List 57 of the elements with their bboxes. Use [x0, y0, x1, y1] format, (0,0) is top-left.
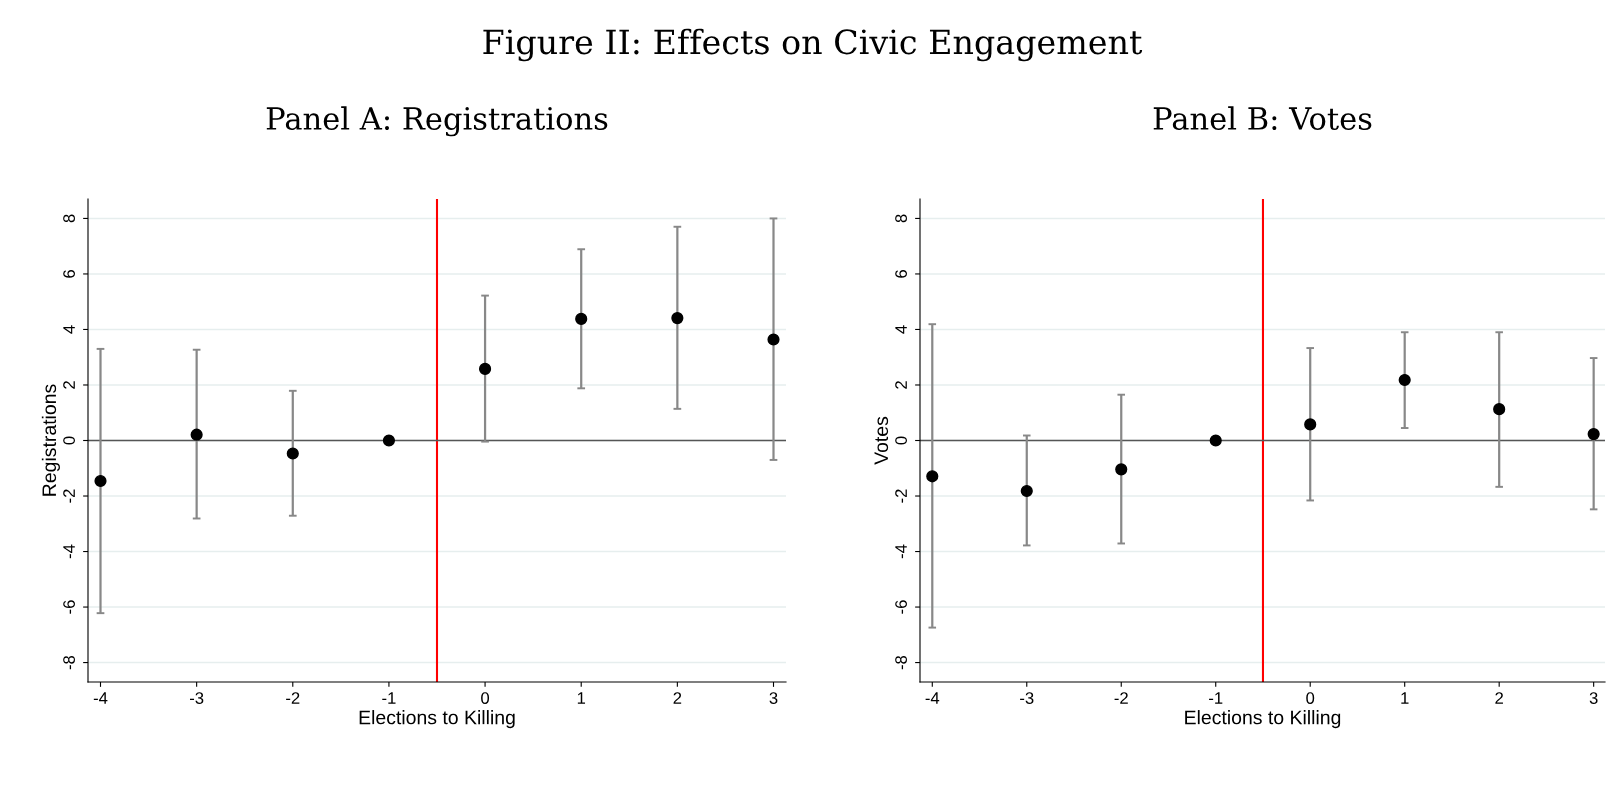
point — [286, 447, 299, 460]
x-tick-label: -4 — [925, 692, 940, 704]
x-tick-label: -3 — [189, 692, 204, 704]
y-tick-label: -6 — [895, 600, 907, 614]
y-axis-title: Votes — [874, 416, 889, 465]
y-tick-label: 4 — [895, 325, 907, 334]
x-tick-label: 2 — [673, 692, 682, 704]
chart-title: Panel A: Registrations — [266, 106, 608, 137]
x-axis-title: Elections to Killing — [359, 710, 515, 729]
point — [190, 428, 203, 441]
x-tick-label: -1 — [1209, 692, 1223, 704]
point — [575, 312, 588, 325]
y-tick-label: 0 — [895, 436, 907, 445]
x-axis-title: Elections to Killing — [1185, 710, 1341, 729]
point — [1115, 463, 1128, 476]
point — [926, 470, 939, 483]
point — [382, 434, 396, 447]
x-tick-label: 0 — [481, 692, 490, 704]
y-tick-label: -2 — [63, 489, 75, 503]
x-tick-label: 1 — [1401, 692, 1409, 704]
y-tick-label: 2 — [895, 381, 907, 389]
y-tick-label: 8 — [895, 214, 907, 223]
x-tick-label: 3 — [769, 692, 778, 704]
x-tick-label: -2 — [1114, 692, 1128, 704]
point — [1493, 403, 1506, 416]
point — [1304, 418, 1317, 431]
point — [1587, 428, 1600, 441]
x-tick-label: -2 — [286, 692, 300, 704]
y-tick-label: 6 — [895, 270, 907, 278]
y-tick-label: 2 — [63, 381, 75, 389]
x-tick-label: -4 — [93, 692, 108, 704]
point — [671, 312, 684, 325]
y-tick-label: -8 — [63, 655, 75, 670]
y-tick-label: -2 — [895, 489, 907, 503]
y-tick-label: -4 — [895, 544, 907, 559]
x-tick-label: -1 — [382, 692, 396, 704]
point — [1020, 484, 1033, 498]
chart-title: Panel B: Votes — [1153, 106, 1372, 130]
x-tick-label: 0 — [1306, 692, 1315, 704]
x-tick-label: 3 — [1589, 692, 1598, 704]
y-tick-label: 6 — [63, 270, 75, 278]
point — [94, 474, 107, 488]
y-tick-label: -6 — [63, 600, 75, 614]
x-tick-label: 2 — [1495, 692, 1503, 704]
x-tick-label: -3 — [1020, 692, 1034, 704]
y-tick-label: -8 — [895, 655, 907, 670]
y-tick-label: 4 — [63, 325, 75, 334]
y-tick-label: 8 — [63, 214, 75, 223]
point — [478, 362, 492, 375]
y-tick-label: 0 — [63, 436, 75, 445]
point — [1209, 434, 1222, 447]
y-tick-label: -4 — [63, 544, 75, 559]
y-axis-title: Registrations — [41, 384, 60, 496]
point — [767, 333, 780, 346]
point — [1398, 373, 1411, 387]
x-tick-label: 1 — [577, 692, 586, 704]
text: Figure II: Effects on Civic Engagement — [483, 28, 1143, 62]
